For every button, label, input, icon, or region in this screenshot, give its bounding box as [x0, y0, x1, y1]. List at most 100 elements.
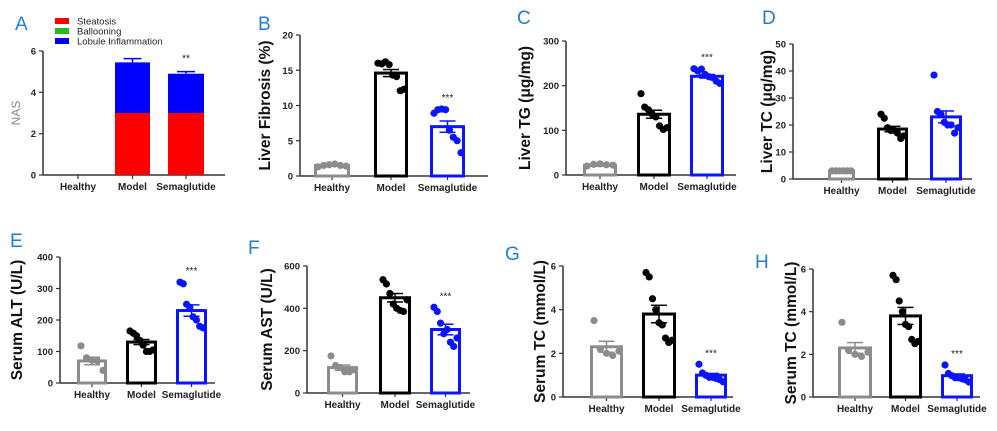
y-tick-label: 2 [31, 129, 36, 140]
data-point [149, 346, 157, 354]
x-tick-label: Semaglutide [916, 186, 976, 197]
data-point [668, 336, 676, 344]
data-point [443, 325, 451, 334]
data-point [457, 149, 465, 157]
significance-marker: *** [951, 349, 963, 360]
y-tick-label: 0 [48, 379, 53, 390]
y-axis-label: Liver TC (μg/mg) [759, 50, 776, 173]
data-point [652, 306, 660, 314]
bar-segment-steatosis [115, 113, 150, 175]
data-point [609, 161, 617, 169]
legend-swatch-steatosis [55, 18, 69, 24]
data-point [895, 297, 903, 305]
x-tick-label: Model [381, 400, 410, 411]
y-tick-label: 5 [288, 136, 294, 147]
significance-marker: *** [701, 53, 713, 64]
panel-letter: B [258, 14, 271, 35]
y-tick-label: 0 [288, 172, 293, 183]
data-point [590, 316, 598, 325]
data-point [199, 324, 207, 332]
y-tick-label: 0 [31, 171, 36, 182]
y-tick-label: 200 [543, 81, 559, 92]
bar-model [637, 112, 671, 177]
data-point [719, 378, 727, 386]
data-point [880, 114, 888, 122]
x-tick-label: Semaglutide [162, 390, 222, 401]
y-tick-label: 400 [37, 253, 53, 264]
panel-letter: E [10, 231, 23, 252]
data-point [403, 296, 411, 304]
bar-healthy [590, 345, 623, 399]
y-tick-label: 4 [801, 307, 807, 318]
data-point [663, 124, 671, 132]
bar-model [889, 314, 922, 399]
x-tick-label: Healthy [314, 183, 351, 194]
panel-e: E 0 100 200 300 400 Serum ALT (U/L) Healthy Mode… [9, 231, 222, 401]
panel-letter: H [755, 252, 769, 273]
data-point [847, 167, 855, 175]
y-tick-label: 4 [551, 305, 557, 316]
data-point [179, 280, 187, 288]
data-point [336, 161, 344, 170]
panel-letter: G [505, 244, 520, 265]
data-point [914, 337, 922, 346]
data-point [77, 342, 85, 350]
y-axis-label: Serum TC (mmol/L) [532, 260, 549, 403]
panel-b: B 0 5 10 15 20 Liver Fibrosis (%) Healthy Model S… [257, 14, 488, 194]
x-tick-label: Model [127, 390, 156, 401]
y-tick-label: 4 [31, 88, 37, 99]
significance-marker: *** [442, 93, 454, 104]
data-point [857, 352, 866, 361]
data-point [583, 162, 591, 170]
data-point [314, 163, 322, 171]
data-point [436, 319, 445, 327]
significance-marker: *** [705, 348, 717, 359]
data-point [898, 308, 906, 316]
y-tick-label: 20 [775, 121, 786, 132]
data-point [453, 137, 461, 145]
y-axis-label: Serum ALT (U/L) [9, 260, 26, 381]
x-tick-label: Healthy [74, 390, 111, 401]
x-tick-label: Model [645, 404, 674, 415]
x-tick-label: Model [377, 183, 406, 194]
x-tick-label: Semaglutide [927, 404, 987, 415]
y-tick-label: 300 [543, 37, 559, 48]
y-tick-label: 200 [284, 346, 300, 357]
x-tick-label: Model [878, 186, 907, 197]
data-point [342, 162, 350, 170]
panel-letter: C [517, 8, 531, 29]
data-point [385, 61, 393, 69]
x-tick-label: Semaglutide [416, 400, 476, 411]
y-tick-label: 20 [282, 31, 293, 42]
legend-swatch-lobule-inflammation [55, 38, 69, 44]
data-point [453, 334, 461, 342]
data-point [327, 352, 335, 360]
y-tick-label: 10 [775, 148, 786, 159]
panel-letter: D [762, 8, 776, 29]
x-tick-label: Model [640, 182, 669, 193]
data-point [609, 351, 617, 360]
data-point [400, 85, 408, 93]
y-tick-label: 6 [801, 265, 806, 276]
x-tick-label: Healthy [582, 182, 619, 193]
data-point [637, 90, 645, 98]
y-tick-label: 200 [37, 316, 53, 327]
data-point [697, 65, 706, 73]
data-point [838, 318, 846, 326]
x-tick-label: Healthy [60, 182, 97, 193]
data-point [954, 124, 962, 132]
y-tick-label: 30 [775, 94, 786, 105]
y-tick-label: 100 [543, 126, 559, 137]
data-point [450, 342, 458, 351]
y-tick-label: 0 [554, 171, 559, 182]
y-tick-label: 2 [801, 350, 806, 361]
y-tick-label: 0 [781, 175, 786, 186]
y-tick-label: 6 [31, 47, 36, 58]
y-axis-label: Liver Fibrosis (%) [257, 40, 274, 170]
data-point [441, 106, 450, 114]
y-tick-label: 0 [801, 393, 806, 404]
x-tick-label: Model [118, 182, 147, 193]
